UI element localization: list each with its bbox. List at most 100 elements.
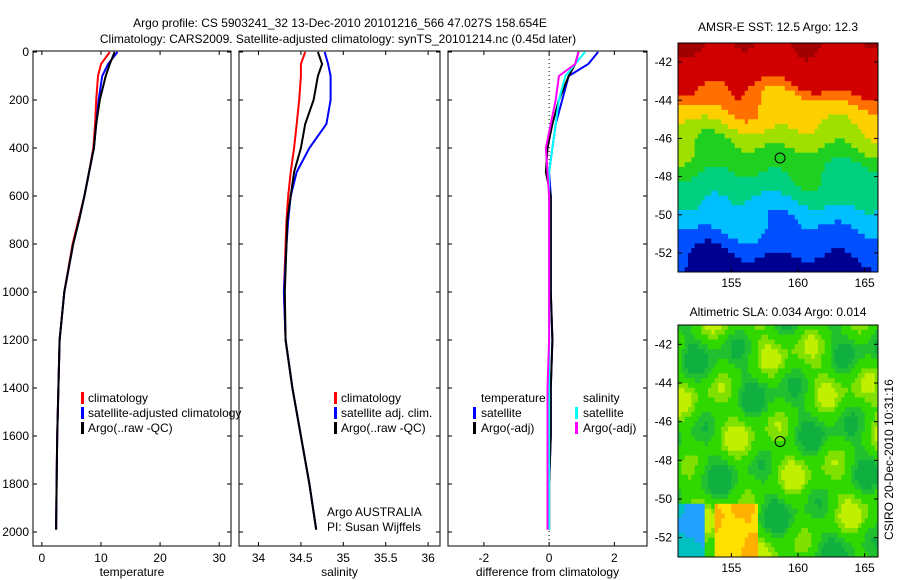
heatmap-cell: [851, 248, 856, 254]
heatmap-cell: [781, 455, 786, 461]
heatmap-cell: [794, 243, 799, 249]
heatmap-cell: [698, 190, 702, 197]
heatmap-cell: [684, 224, 689, 230]
heatmap-cell: [754, 171, 759, 178]
heatmap-cell: [834, 421, 839, 427]
heatmap-cell: [678, 90, 682, 96]
heatmap-cell: [708, 243, 712, 249]
heatmap-cell: [698, 344, 702, 350]
heatmap-cell: [764, 474, 769, 481]
heatmap-cell: [741, 325, 746, 331]
heatmap-cell: [791, 62, 796, 68]
heatmap-cell: [718, 436, 722, 442]
heatmap-cell: [761, 200, 766, 206]
heatmap-cell: [708, 470, 712, 476]
heatmap-cell: [688, 224, 692, 230]
heatmap-cell: [781, 450, 786, 456]
heatmap-cell: [788, 339, 792, 345]
heatmap-cell: [741, 162, 746, 168]
heatmap-cell: [738, 138, 742, 144]
heatmap-cell: [798, 95, 802, 101]
heatmap-cell: [704, 186, 709, 192]
heatmap-cell: [701, 339, 706, 345]
heatmap-cell: [844, 200, 849, 206]
heatmap-cell: [828, 267, 832, 273]
legend-swatch: [334, 422, 337, 434]
heatmap-cell: [701, 148, 706, 154]
heatmap-cell: [801, 334, 806, 340]
heatmap-cell: [731, 157, 736, 163]
heatmap-cell: [774, 85, 779, 92]
heatmap-cell: [751, 387, 756, 394]
heatmap-cell: [811, 186, 816, 192]
heatmap-cell: [791, 224, 796, 230]
heatmap-cell: [721, 162, 726, 168]
heatmap-cell: [681, 373, 686, 379]
heatmap-cell: [764, 445, 769, 452]
heatmap-cell: [748, 368, 752, 374]
heatmap-cell: [681, 105, 686, 111]
heatmap-cell: [808, 210, 812, 216]
heatmap-cell: [791, 383, 796, 389]
heatmap-cell: [778, 407, 782, 413]
heatmap-cell: [794, 378, 799, 384]
heatmap-cell: [754, 143, 759, 149]
heatmap-cell: [821, 431, 826, 437]
heatmap-cell: [768, 383, 772, 389]
heatmap-cell: [714, 431, 719, 437]
heatmap-cell: [864, 407, 869, 413]
heatmap-cell: [688, 421, 692, 427]
heatmap-cell: [871, 363, 876, 369]
heatmap-cell: [714, 138, 719, 144]
heatmap-cell: [741, 181, 746, 187]
heatmap-cell: [858, 450, 862, 456]
heatmap-cell: [758, 248, 762, 254]
legend-label: climatology: [341, 391, 401, 405]
heatmap-cell: [764, 124, 769, 130]
heatmap-cell: [784, 205, 789, 211]
heatmap-cell: [874, 344, 879, 350]
heatmap-cell: [721, 105, 726, 111]
heatmap-cell: [694, 334, 699, 340]
heatmap-cell: [838, 200, 842, 206]
heatmap-cell: [748, 248, 752, 254]
heatmap-cell: [764, 100, 769, 106]
heatmap-cell: [828, 190, 832, 197]
heatmap-cell: [798, 52, 802, 58]
heatmap-cell: [784, 402, 789, 408]
heatmap-cell: [811, 124, 816, 130]
heatmap-cell: [794, 416, 799, 423]
heatmap-cell: [808, 176, 812, 182]
heatmap-cell: [751, 262, 756, 268]
heatmap-cell: [821, 344, 826, 350]
heatmap-cell: [734, 383, 739, 389]
heatmap-cell: [858, 267, 862, 273]
heatmap-cell: [841, 402, 846, 408]
heatmap-cell: [691, 176, 696, 182]
heatmap-cell: [844, 190, 849, 197]
heatmap-cell: [808, 368, 812, 374]
heatmap-cell: [844, 148, 849, 154]
heatmap-cell: [744, 148, 749, 154]
heatmap-cell: [874, 128, 879, 135]
heatmap-cell: [711, 387, 716, 394]
heatmap-cell: [764, 81, 769, 87]
heatmap-cell: [818, 143, 822, 149]
heatmap-cell: [701, 233, 706, 240]
heatmap-cell: [828, 397, 832, 403]
heatmap-cell: [751, 248, 756, 254]
heatmap-cell: [811, 143, 816, 149]
heatmap-cell: [701, 441, 706, 447]
heatmap-cell: [698, 85, 702, 92]
legend-label: climatology: [88, 391, 148, 405]
heatmap-cell: [678, 402, 682, 408]
heatmap-cell: [751, 43, 756, 49]
heatmap-cell: [768, 133, 772, 139]
heatmap-cell: [821, 205, 826, 211]
heatmap-cell: [858, 76, 862, 82]
heatmap-cell: [834, 66, 839, 73]
heatmap-cell: [741, 176, 746, 182]
heatmap-cell: [774, 431, 779, 437]
heatmap-cell: [871, 205, 876, 211]
heatmap-cell: [761, 57, 766, 63]
